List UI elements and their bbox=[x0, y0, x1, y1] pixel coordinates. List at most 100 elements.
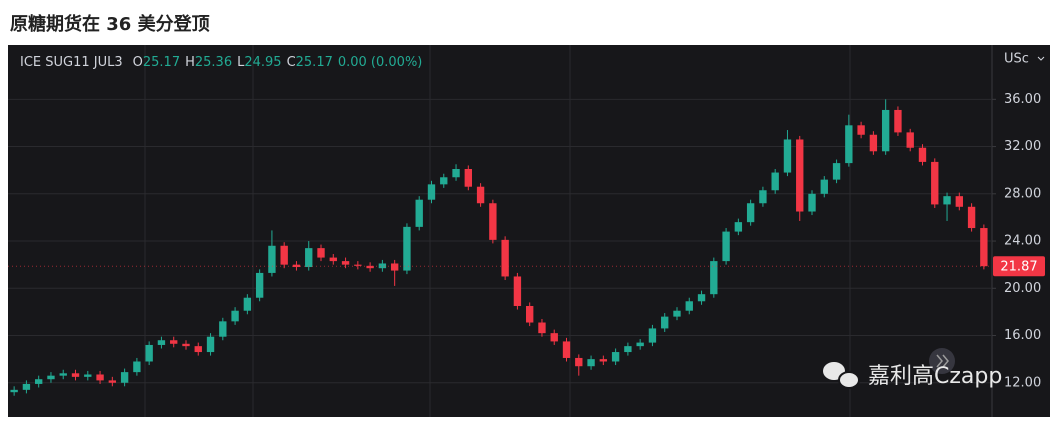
candle-body bbox=[35, 379, 43, 384]
candle-body bbox=[206, 336, 215, 353]
legend-symbol: ICE SUG11 JUL3 bbox=[20, 55, 123, 70]
grid bbox=[8, 98, 992, 384]
candle-body bbox=[219, 321, 227, 337]
candle-body bbox=[194, 346, 202, 353]
candle-body bbox=[59, 373, 67, 376]
last-price-label: 21.87 bbox=[1000, 260, 1037, 275]
candle-body bbox=[734, 222, 743, 232]
candle-body bbox=[170, 340, 178, 344]
candle-body bbox=[476, 186, 485, 204]
candle-body bbox=[673, 310, 681, 317]
watermark: 嘉利高Czapp bbox=[823, 348, 1002, 389]
y-tick-label: 20.00 bbox=[1004, 281, 1041, 296]
chart-title: 原糖期货在 36 美分登顶 bbox=[10, 13, 210, 35]
candle-body bbox=[464, 169, 472, 187]
candle-body bbox=[501, 239, 509, 277]
legend-item-label: O bbox=[133, 55, 143, 70]
candle-body bbox=[526, 305, 534, 323]
candle-body bbox=[697, 294, 706, 302]
candle-body bbox=[685, 301, 693, 311]
legend-item-label: H bbox=[185, 55, 195, 70]
candle-body bbox=[869, 134, 878, 152]
candle-body bbox=[931, 161, 939, 205]
candle-body bbox=[894, 109, 902, 133]
candle-body bbox=[133, 361, 141, 373]
y-tick-label: 28.00 bbox=[1004, 186, 1041, 201]
candle-body bbox=[489, 203, 497, 240]
legend-item-label: C bbox=[287, 55, 296, 70]
candle-body bbox=[624, 346, 632, 353]
candle-body bbox=[980, 228, 988, 267]
legend-item-value: 25.36 bbox=[195, 55, 232, 70]
y-axis: 12.00 16.00 20.00 24.00 28.00 32.00 36.00 bbox=[992, 92, 1041, 390]
last-price: 21.87 bbox=[8, 256, 1045, 277]
candle-body bbox=[255, 272, 264, 298]
candle-body bbox=[182, 343, 190, 347]
scroll-icon bbox=[936, 354, 949, 368]
candle-body bbox=[967, 206, 976, 229]
candle-body bbox=[796, 139, 804, 212]
candle-body bbox=[820, 179, 828, 194]
y-tick-label: 12.00 bbox=[1004, 375, 1041, 390]
candle-body bbox=[84, 374, 92, 377]
candle-body bbox=[329, 257, 337, 262]
candle-body bbox=[415, 199, 423, 227]
candle-body bbox=[550, 333, 558, 342]
candle-body bbox=[918, 147, 927, 162]
wechat-icon bbox=[838, 371, 860, 389]
candle-body bbox=[636, 342, 644, 347]
candle-body bbox=[857, 125, 865, 135]
candle-body bbox=[108, 380, 117, 383]
candle-body bbox=[96, 374, 104, 381]
candle-body bbox=[587, 359, 595, 367]
candle-body bbox=[575, 357, 583, 367]
candle-body bbox=[10, 389, 18, 393]
candle-body bbox=[746, 203, 755, 223]
candle-body bbox=[783, 139, 792, 173]
candle-body bbox=[120, 372, 129, 383]
candle-body bbox=[378, 263, 387, 269]
candle-body bbox=[648, 328, 657, 343]
candle-body bbox=[845, 125, 853, 164]
candle-body bbox=[22, 383, 31, 390]
candle-body bbox=[661, 316, 669, 329]
candle-body bbox=[771, 172, 779, 191]
legend-item-value: 25.17 bbox=[296, 55, 333, 70]
candle-body bbox=[881, 109, 890, 152]
y-tick-label: 32.00 bbox=[1004, 139, 1041, 154]
candle-body bbox=[722, 231, 730, 262]
candle-body bbox=[955, 196, 963, 207]
legend-item-value: 24.95 bbox=[244, 55, 281, 70]
candle-body bbox=[513, 276, 522, 306]
candle-body bbox=[452, 169, 460, 178]
legend-item-value: 25.17 bbox=[143, 55, 180, 70]
candle-body bbox=[611, 352, 620, 362]
unit-label[interactable]: USc bbox=[1004, 52, 1029, 67]
candle-body bbox=[354, 264, 362, 266]
candle-body bbox=[710, 261, 718, 295]
candle-body bbox=[47, 375, 55, 380]
y-tick-label: 16.00 bbox=[1004, 328, 1041, 343]
candles bbox=[10, 99, 988, 396]
candle-body bbox=[808, 193, 816, 212]
candle-body bbox=[243, 297, 252, 311]
candle-body bbox=[231, 310, 239, 322]
legend-text: ICE SUG11 JUL3 O25.17 H25.36 L24.95 C25.17 0.… bbox=[20, 55, 422, 70]
candle-body bbox=[943, 196, 951, 205]
legend: ICE SUG11 JUL3 O25.17 H25.36 L24.95 C25.17 0.… bbox=[20, 55, 422, 70]
watermark-text: 嘉利高Czapp bbox=[868, 364, 1002, 389]
candle-body bbox=[599, 359, 608, 362]
candle-body bbox=[341, 261, 350, 265]
candle-body bbox=[305, 248, 313, 268]
candle-body bbox=[562, 341, 571, 358]
candle-body bbox=[759, 190, 767, 204]
candle-body bbox=[427, 184, 436, 200]
unit-chevron[interactable] bbox=[1037, 56, 1045, 61]
candle-body bbox=[317, 248, 325, 258]
y-tick-label: 24.00 bbox=[1004, 234, 1041, 249]
candle-body bbox=[157, 340, 166, 345]
candle-body bbox=[366, 265, 374, 269]
candle-body bbox=[832, 163, 841, 180]
candle-body bbox=[390, 263, 399, 271]
